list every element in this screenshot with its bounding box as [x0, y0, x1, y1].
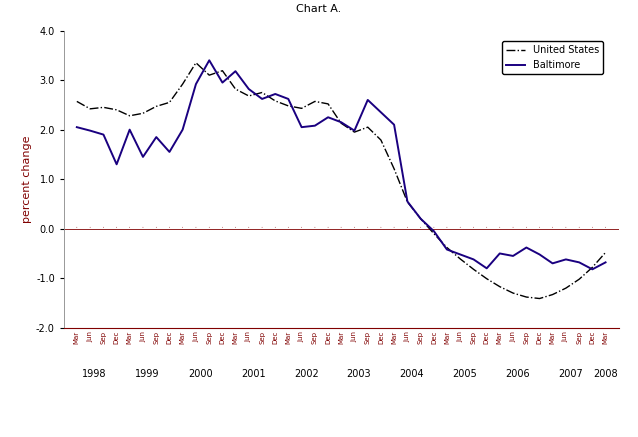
Text: Jun: Jun [457, 330, 463, 342]
Text: Mar: Mar [497, 330, 503, 343]
Text: Jun: Jun [352, 330, 357, 342]
Text: Sep: Sep [259, 330, 265, 343]
Text: Dec: Dec [484, 330, 490, 344]
Y-axis label: percent change: percent change [22, 135, 32, 223]
Legend: United States, Baltimore: United States, Baltimore [501, 42, 603, 74]
Text: Jun: Jun [193, 330, 199, 342]
Text: Mar: Mar [549, 330, 556, 343]
Text: Sep: Sep [576, 330, 582, 343]
Text: Jun: Jun [87, 330, 93, 342]
Text: 2002: 2002 [293, 369, 318, 379]
Text: 2001: 2001 [241, 369, 265, 379]
Text: Dec: Dec [167, 330, 172, 344]
Text: Sep: Sep [418, 330, 424, 343]
Text: Mar: Mar [74, 330, 80, 343]
Text: 1998: 1998 [82, 369, 107, 379]
Text: Jun: Jun [140, 330, 146, 342]
Text: Jun: Jun [404, 330, 410, 342]
Text: Sep: Sep [100, 330, 107, 343]
Text: Sep: Sep [523, 330, 530, 343]
Text: Mar: Mar [391, 330, 397, 343]
Text: Sep: Sep [471, 330, 477, 343]
Text: Dec: Dec [537, 330, 542, 344]
Text: 2006: 2006 [505, 369, 530, 379]
Text: Chart A.: Chart A. [297, 4, 341, 14]
Text: 2003: 2003 [346, 369, 371, 379]
Text: 1999: 1999 [135, 369, 160, 379]
Text: 2008: 2008 [593, 369, 618, 379]
Text: 2000: 2000 [188, 369, 212, 379]
Text: Mar: Mar [127, 330, 133, 343]
Text: Mar: Mar [338, 330, 344, 343]
Text: Dec: Dec [378, 330, 384, 344]
Text: Sep: Sep [153, 330, 160, 343]
Text: Sep: Sep [312, 330, 318, 343]
Text: 2004: 2004 [399, 369, 424, 379]
Text: Mar: Mar [180, 330, 186, 343]
Text: 2005: 2005 [452, 369, 477, 379]
Text: Dec: Dec [219, 330, 225, 344]
Text: Mar: Mar [232, 330, 239, 343]
Text: Sep: Sep [365, 330, 371, 343]
Text: Sep: Sep [206, 330, 212, 343]
Text: Mar: Mar [285, 330, 292, 343]
Text: Mar: Mar [444, 330, 450, 343]
Text: Jun: Jun [563, 330, 569, 342]
Text: Dec: Dec [325, 330, 331, 344]
Text: Jun: Jun [299, 330, 304, 342]
Text: Dec: Dec [272, 330, 278, 344]
Text: Mar: Mar [602, 330, 609, 343]
Text: Jun: Jun [510, 330, 516, 342]
Text: 2007: 2007 [558, 369, 583, 379]
Text: Dec: Dec [431, 330, 437, 344]
Text: Dec: Dec [590, 330, 595, 344]
Text: Dec: Dec [114, 330, 120, 344]
Text: Jun: Jun [246, 330, 252, 342]
